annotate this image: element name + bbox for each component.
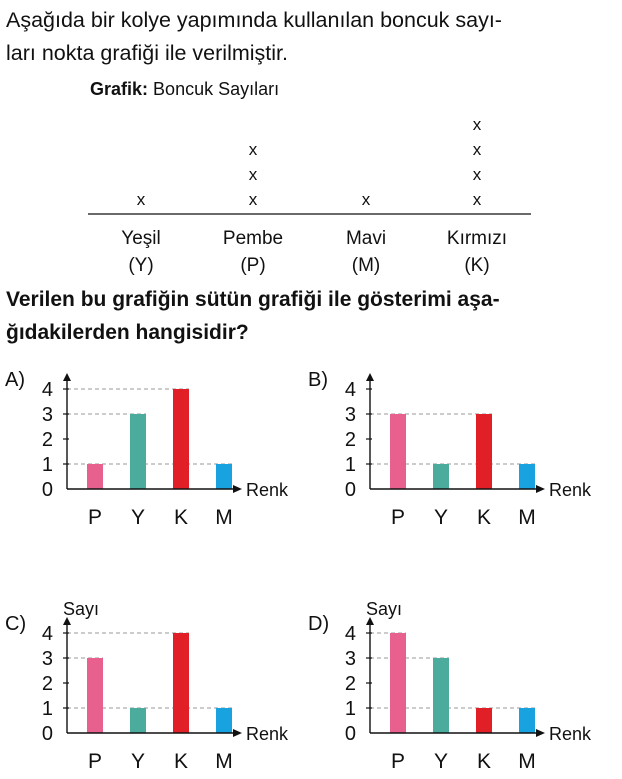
x-axis-arrow-c xyxy=(233,729,242,737)
x-tick-label-c-y: Y xyxy=(131,750,145,773)
y-tick-label-c: 2 xyxy=(42,673,53,695)
y-tick-label-b: 0 xyxy=(345,479,356,501)
y-tick-label-b: 3 xyxy=(345,404,356,426)
bar-d-k xyxy=(476,708,492,733)
y-axis-arrow-c xyxy=(63,617,71,625)
dot-category-name-y: Yeşil xyxy=(121,228,160,249)
bar-a-m xyxy=(216,464,232,489)
option-label-d: D) xyxy=(308,613,329,635)
y-tick-label-a: 4 xyxy=(42,379,53,401)
dot-category-abbr-k: (K) xyxy=(464,255,489,276)
y-axis-arrow-b xyxy=(366,373,374,381)
y-tick-label-b: 4 xyxy=(345,379,356,401)
x-tick-label-d-p: P xyxy=(391,750,405,773)
bar-c-y xyxy=(130,708,146,733)
option-label-b: B) xyxy=(308,369,328,391)
dot-category-abbr-m: (M) xyxy=(352,255,380,276)
x-axis-label-b: Renk xyxy=(549,480,592,500)
y-tick-label-b: 1 xyxy=(345,454,356,476)
x-axis-arrow-b xyxy=(536,485,545,493)
x-tick-label-c-m: M xyxy=(215,750,233,773)
dot-chart-title-label: Grafik: xyxy=(90,79,149,99)
dot-mark-y: x xyxy=(137,190,146,209)
dot-category-abbr-p: (P) xyxy=(240,255,265,276)
intro-text: Aşağıda bir kolye yapımında kullanılan b… xyxy=(6,4,612,70)
y-tick-label-c: 1 xyxy=(42,698,53,720)
dot-chart-title-text: Boncuk Sayıları xyxy=(153,79,280,99)
x-axis-arrow-a xyxy=(233,485,242,493)
x-tick-label-a-k: K xyxy=(174,506,188,529)
dot-mark-p: x xyxy=(249,165,258,184)
y-tick-label-d: 3 xyxy=(345,648,356,670)
x-tick-label-b-m: M xyxy=(518,506,536,529)
dot-mark-k: x xyxy=(473,190,482,209)
option-label-a: A) xyxy=(5,369,25,391)
dot-mark-k: x xyxy=(473,115,482,134)
bar-d-y xyxy=(433,658,449,733)
bar-b-p xyxy=(390,414,406,489)
y-tick-label-c: 3 xyxy=(42,648,53,670)
dot-mark-k: x xyxy=(473,165,482,184)
y-axis-arrow-a xyxy=(63,373,71,381)
bar-c-k xyxy=(173,633,189,733)
y-tick-label-a: 2 xyxy=(42,429,53,451)
x-tick-label-d-y: Y xyxy=(434,750,448,773)
intro-line-2: ları nokta grafiği ile verilmiştir. xyxy=(6,41,288,65)
bar-d-p xyxy=(390,633,406,733)
dot-category-abbr-y: (Y) xyxy=(128,255,153,276)
y-tick-label-d: 2 xyxy=(345,673,356,695)
bar-d-m xyxy=(519,708,535,733)
bar-c-p xyxy=(87,658,103,733)
dot-mark-p: x xyxy=(249,190,258,209)
x-tick-label-b-p: P xyxy=(391,506,405,529)
bar-a-p xyxy=(87,464,103,489)
x-tick-label-a-y: Y xyxy=(131,506,145,529)
question-line-1: Verilen bu grafiğin sütün grafiği ile gö… xyxy=(6,288,500,311)
x-tick-label-c-k: K xyxy=(174,750,188,773)
bar-b-m xyxy=(519,464,535,489)
x-axis-label-d: Renk xyxy=(549,724,592,744)
question-text: Verilen bu grafiğin sütün grafiği ile gö… xyxy=(6,283,612,349)
dot-category-name-p: Pembe xyxy=(223,228,283,249)
y-axis-label-c: Sayı xyxy=(63,599,99,619)
x-tick-label-c-p: P xyxy=(88,750,102,773)
y-tick-label-d: 4 xyxy=(345,623,356,645)
x-tick-label-d-k: K xyxy=(477,750,491,773)
x-axis-label-a: Renk xyxy=(246,480,289,500)
dot-category-name-m: Mavi xyxy=(346,228,386,249)
dot-mark-p: x xyxy=(249,140,258,159)
dot-mark-k: x xyxy=(473,140,482,159)
dot-chart-title: Grafik: Boncuk Sayıları xyxy=(90,79,279,100)
x-axis-arrow-d xyxy=(536,729,545,737)
y-tick-label-a: 3 xyxy=(42,404,53,426)
intro-line-1: Aşağıda bir kolye yapımında kullanılan b… xyxy=(6,8,502,32)
bar-a-k xyxy=(173,389,189,489)
y-tick-label-a: 1 xyxy=(42,454,53,476)
bar-a-y xyxy=(130,414,146,489)
y-axis-arrow-d xyxy=(366,617,374,625)
bar-c-m xyxy=(216,708,232,733)
question-line-2: ğıdakilerden hangisidir? xyxy=(6,321,249,344)
dot-mark-m: x xyxy=(362,190,371,209)
y-axis-label-d: Sayı xyxy=(366,599,402,619)
x-tick-label-b-k: K xyxy=(477,506,491,529)
y-tick-label-c: 4 xyxy=(42,623,53,645)
y-tick-label-b: 2 xyxy=(345,429,356,451)
x-tick-label-d-m: M xyxy=(518,750,536,773)
y-tick-label-a: 0 xyxy=(42,479,53,501)
bar-b-y xyxy=(433,464,449,489)
y-tick-label-d: 0 xyxy=(345,723,356,745)
bar-b-k xyxy=(476,414,492,489)
y-tick-label-d: 1 xyxy=(345,698,356,720)
option-label-c: C) xyxy=(5,613,26,635)
x-tick-label-a-p: P xyxy=(88,506,102,529)
y-tick-label-c: 0 xyxy=(42,723,53,745)
dot-category-name-k: Kırmızı xyxy=(447,228,507,249)
x-tick-label-a-m: M xyxy=(215,506,233,529)
x-axis-label-c: Renk xyxy=(246,724,289,744)
x-tick-label-b-y: Y xyxy=(434,506,448,529)
